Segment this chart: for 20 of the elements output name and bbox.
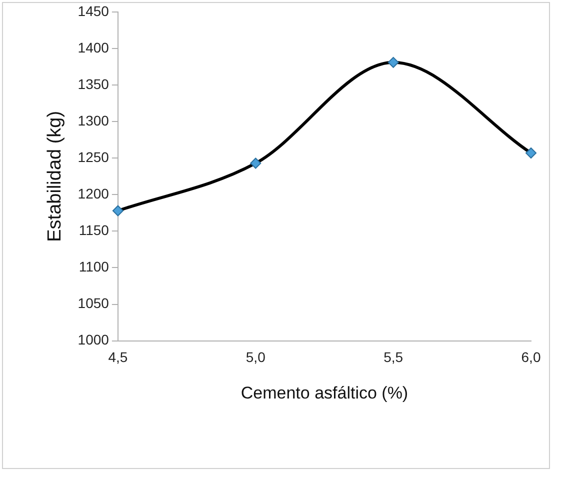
y-tick-label: 1000 <box>78 332 110 348</box>
point <box>388 56 399 68</box>
point <box>250 158 262 169</box>
y-tick-label: 1450 <box>78 2 110 19</box>
y-axis-title: Estabilidad (kg) <box>44 110 66 242</box>
y-tick-label: 1300 <box>78 112 110 128</box>
x-tick-label: 5,0 <box>246 349 266 366</box>
y-tick-label: 1050 <box>78 295 110 312</box>
y-tick-label: 1200 <box>78 186 110 202</box>
x-tick-label: 5,5 <box>384 349 404 366</box>
point <box>112 205 124 216</box>
x-axis-title: Cemento asfáltico (%) <box>240 383 408 402</box>
y-tick-label: 1400 <box>78 39 110 56</box>
y-tick-label: 1150 <box>78 222 110 238</box>
point <box>526 148 536 159</box>
y-tick-label: 1100 <box>78 258 110 275</box>
y-tick-label: 1350 <box>78 76 110 92</box>
x-tick-label: 4,5 <box>108 349 128 366</box>
x-tick-label: 6,0 <box>521 349 541 366</box>
y-tick-label: 1250 <box>78 148 110 165</box>
